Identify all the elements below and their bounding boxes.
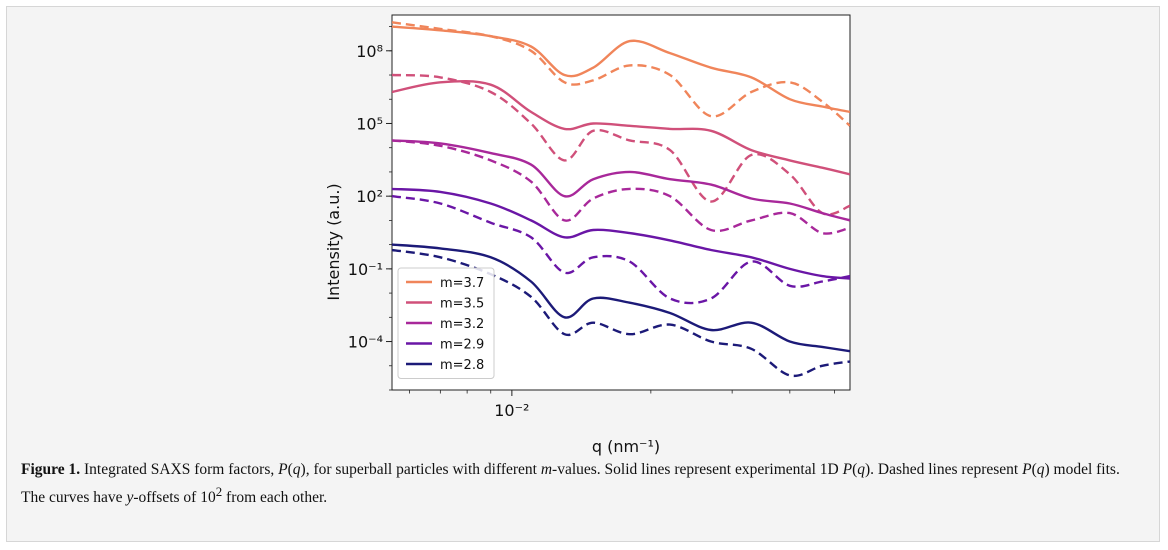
caption-text: Integrated SAXS form factors, P(q), for … <box>21 461 1120 507</box>
y-tick-label: 10² <box>356 187 383 206</box>
y-tick-label: 10⁵ <box>356 114 383 133</box>
legend-entry: m=3.7 <box>440 276 484 291</box>
series-line-m-2_9-dashed <box>392 195 850 305</box>
x-tick-label: 10⁻² <box>494 401 529 420</box>
series-line-m-3_5-solid <box>392 79 850 176</box>
series-line-m-3_7-dashed <box>392 21 850 127</box>
series-line-m-2_9-solid <box>392 187 850 280</box>
y-axis-label: Intensity (a.u.) <box>324 183 343 300</box>
legend-box <box>397 267 495 379</box>
legend-entry: m=3.2 <box>440 317 484 332</box>
figure-caption: Figure 1. Integrated SAXS form factors, … <box>21 459 1141 509</box>
legend: m=3.7 m=3.5 m=3.2 m=2.9 m=2.8 <box>397 267 495 379</box>
y-tick-label: 10⁻⁴ <box>348 333 383 352</box>
series-line-m-3_2-solid <box>392 139 850 222</box>
series-line-m-3_5-dashed <box>392 73 850 216</box>
x-axis-label: q (nm⁻¹) <box>592 437 660 456</box>
legend-entry: m=2.8 <box>440 358 484 373</box>
y-tick-label: 10⁸ <box>356 42 383 61</box>
series-line-m-3_2-dashed <box>392 139 850 235</box>
caption-label: Figure 1. <box>21 461 81 478</box>
legend-entry: m=2.9 <box>440 338 484 353</box>
y-tick-label: 10⁻¹ <box>348 260 383 279</box>
legend-entry: m=3.5 <box>440 297 484 312</box>
series-line-m-2_8-solid <box>392 243 850 353</box>
